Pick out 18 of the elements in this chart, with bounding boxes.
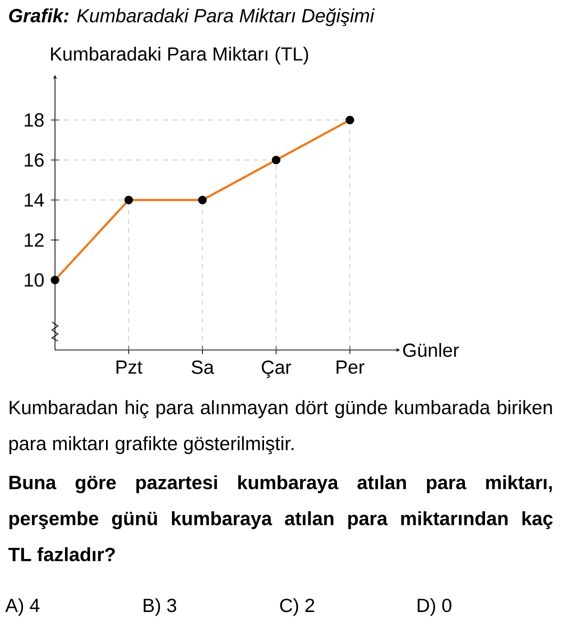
text: A) 4	[5, 598, 40, 616]
text: Kumbaradan hiç para alınmayan dört günde kumbarada biriken para miktarı grafikte gösterilmiştir.	[9, 400, 552, 454]
text: Buna göre pazartesi kumbaraya atılan para miktarı, perşembe günü kumbaraya atılan para miktarından kaç TL fazladır?	[8, 475, 553, 562]
y-tick-label: 10	[24, 273, 44, 287]
x-tick-label: Çar	[262, 360, 292, 378]
y-tick-label: 16	[24, 153, 44, 167]
x-tick-label: Sa	[192, 360, 214, 374]
x-tick-label: Per	[336, 360, 364, 374]
y-tick-label: 12	[24, 233, 44, 247]
text: C) 2	[280, 598, 314, 616]
x-tick-label: Pzt	[116, 360, 142, 374]
y-tick-label: 18	[24, 113, 44, 127]
text: B) 3	[144, 598, 176, 616]
x-axis-title: Günler	[403, 343, 459, 357]
y-tick-label: 14	[24, 193, 44, 207]
chart-title: Grafik: Kumbaradaki Para Miktarı Değişimi	[9, 8, 375, 26]
y-axis-title: Kumbaradaki Para Miktarı (TL)	[51, 46, 308, 64]
text: D) 0	[418, 598, 452, 616]
